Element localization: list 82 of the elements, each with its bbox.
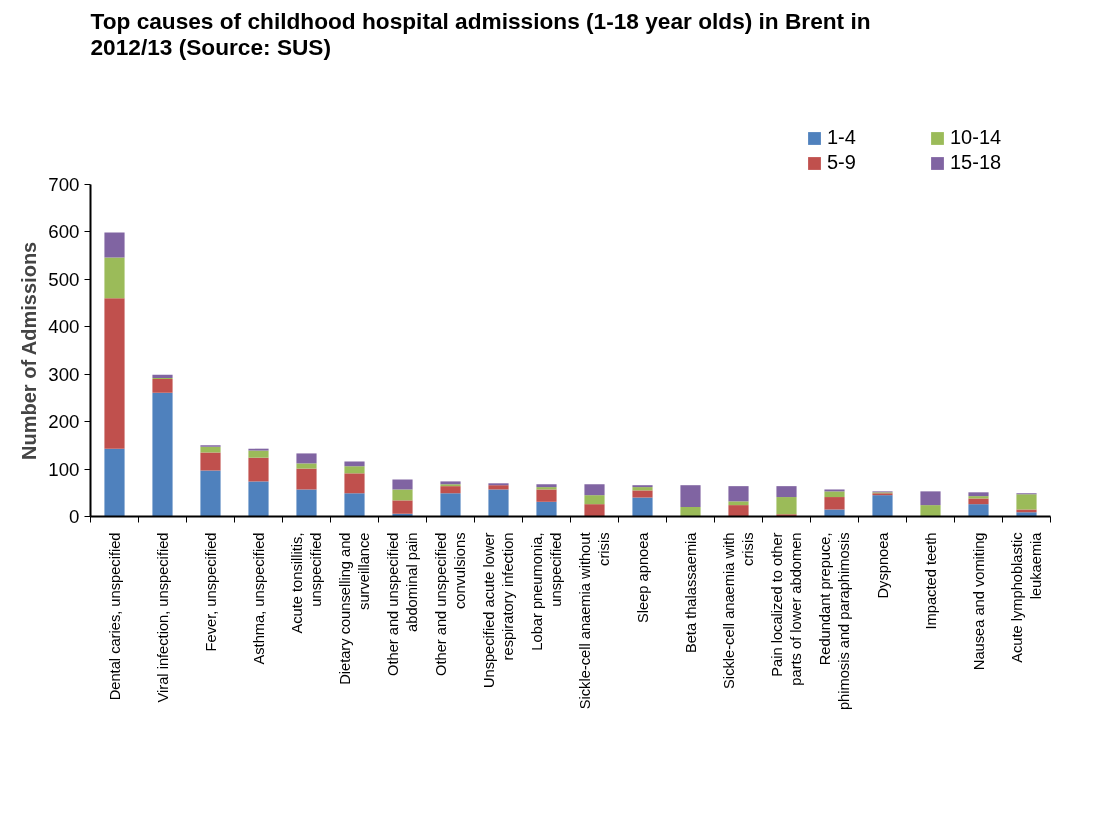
- bar: [104, 232, 125, 258]
- y-tick-label: 600: [48, 221, 80, 243]
- y-tick-label: 300: [48, 363, 80, 385]
- bar: [152, 378, 173, 393]
- x-tick-label: Dental caries, unspecified: [106, 532, 123, 701]
- bar: [488, 485, 509, 490]
- x-tick-label: Beta thalassaemia: [682, 531, 699, 654]
- bar: [248, 450, 269, 458]
- bar: [680, 507, 701, 517]
- x-tick-label: Dyspnoea: [874, 531, 891, 599]
- bar: [584, 504, 605, 517]
- bar: [152, 392, 173, 517]
- bar: [152, 374, 173, 379]
- bar: [1016, 494, 1037, 510]
- bar: [968, 492, 989, 497]
- bar: [200, 452, 221, 471]
- bar: [584, 484, 605, 496]
- bar: [104, 298, 125, 449]
- bar: [728, 501, 749, 506]
- legend-label: 5-9: [827, 151, 857, 174]
- bar: [584, 495, 605, 505]
- x-tick-label: Viral infection, unspecified: [154, 532, 171, 703]
- y-tick-label: 0: [69, 506, 80, 527]
- y-tick-label: 500: [48, 268, 80, 290]
- x-tick-label: Redundant prepuce, phimosis and paraphimosis: [816, 532, 853, 711]
- y-tick-label: 700: [48, 174, 80, 195]
- y-axis-title: Number of Admissions: [18, 241, 41, 460]
- chart-title: Top causes of childhood hospital admissions (1-18 year olds) in Brent in 2012/13 (Source: SUS): [90, 7, 871, 60]
- bar: [344, 466, 365, 474]
- bar: [248, 481, 269, 517]
- y-tick-label: 100: [48, 458, 80, 480]
- bar: [104, 257, 125, 299]
- bar: [344, 461, 365, 467]
- x-tick-label: Acute lymphoblastic leukaemia: [1008, 531, 1045, 663]
- bar: [872, 495, 893, 517]
- legend-label: 1-4: [827, 126, 857, 149]
- bar: [200, 470, 221, 517]
- x-tick-label: Fever, unspecified: [202, 532, 219, 652]
- bar: [296, 453, 317, 464]
- bar: [440, 493, 461, 517]
- bar: [536, 489, 557, 502]
- legend-label: 15-18: [950, 151, 1003, 174]
- x-tick-label: Sickle-cell anaemia with crisis: [720, 532, 757, 689]
- bar: [536, 501, 557, 517]
- bar: [728, 486, 749, 502]
- y-tick-label: 400: [48, 316, 80, 338]
- bar: [104, 448, 125, 517]
- bar: [632, 497, 653, 517]
- x-tick-label: Nausea and vomiting: [970, 532, 987, 671]
- bar: [296, 463, 317, 469]
- bar: [392, 479, 413, 490]
- x-tick-label: Dietary counselling and surveillance: [336, 532, 373, 685]
- bar: [776, 497, 797, 515]
- bar: [1016, 509, 1037, 513]
- bar: [968, 504, 989, 517]
- bar: [1016, 512, 1037, 517]
- bar: [824, 497, 845, 510]
- bar: [728, 505, 749, 517]
- legend-label: 10-14: [950, 126, 1003, 149]
- bar: [248, 457, 269, 482]
- bar: [440, 486, 461, 494]
- bar: [392, 489, 413, 501]
- bar: [824, 491, 845, 498]
- bar: [920, 505, 941, 517]
- bar: [296, 489, 317, 517]
- bar: [824, 509, 845, 517]
- x-tick-label: Asthma, unspecified: [250, 532, 267, 665]
- bar: [680, 485, 701, 508]
- bar: [344, 473, 365, 494]
- bar: [200, 446, 221, 453]
- bar: [920, 491, 941, 506]
- x-tick-label: Acute tonsillitis, unspecified: [288, 532, 325, 634]
- bar: [344, 493, 365, 517]
- y-tick-label: 200: [48, 411, 80, 433]
- bar: [776, 486, 797, 498]
- x-tick-label: Sleep apnoea: [634, 531, 651, 623]
- bar: [632, 490, 653, 498]
- bar: [488, 489, 509, 517]
- bar: [392, 500, 413, 514]
- bar: [296, 468, 317, 490]
- bar: [968, 498, 989, 505]
- x-tick-label: Impacted teeth: [922, 532, 939, 630]
